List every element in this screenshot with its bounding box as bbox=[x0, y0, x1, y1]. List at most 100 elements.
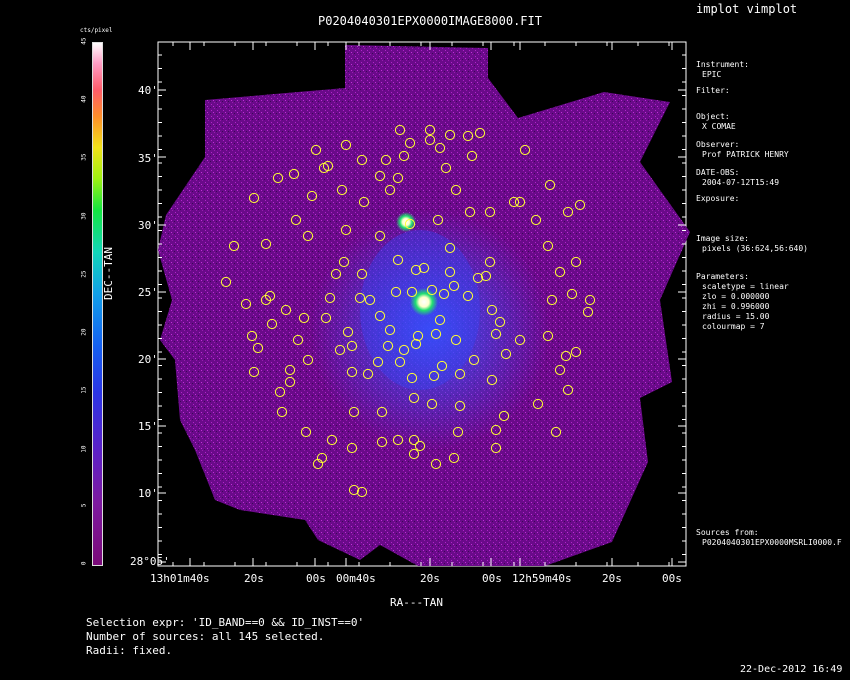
source-circle[interactable] bbox=[448, 280, 460, 292]
source-circle[interactable] bbox=[392, 434, 404, 446]
source-circle[interactable] bbox=[320, 312, 332, 324]
source-circle[interactable] bbox=[424, 134, 436, 146]
source-circle[interactable] bbox=[240, 298, 252, 310]
source-circle[interactable] bbox=[266, 318, 278, 330]
source-circle[interactable] bbox=[398, 150, 410, 162]
source-circle[interactable] bbox=[394, 124, 406, 136]
source-circle[interactable] bbox=[404, 218, 416, 230]
source-circle[interactable] bbox=[484, 206, 496, 218]
source-circle[interactable] bbox=[248, 366, 260, 378]
source-circle[interactable] bbox=[358, 196, 370, 208]
source-circle[interactable] bbox=[562, 206, 574, 218]
source-circle[interactable] bbox=[480, 270, 492, 282]
source-circle[interactable] bbox=[519, 144, 531, 156]
source-circle[interactable] bbox=[454, 400, 466, 412]
source-circle[interactable] bbox=[384, 184, 396, 196]
source-circle[interactable] bbox=[408, 392, 420, 404]
source-circle[interactable] bbox=[372, 356, 384, 368]
source-circle[interactable] bbox=[554, 364, 566, 376]
source-circle[interactable] bbox=[542, 330, 554, 342]
source-circle[interactable] bbox=[574, 199, 586, 211]
source-circle[interactable] bbox=[410, 264, 422, 276]
source-circle[interactable] bbox=[560, 350, 572, 362]
source-circle[interactable] bbox=[220, 276, 232, 288]
source-circle[interactable] bbox=[312, 458, 324, 470]
source-circle[interactable] bbox=[474, 127, 486, 139]
source-circle[interactable] bbox=[284, 376, 296, 388]
source-circle[interactable] bbox=[338, 256, 350, 268]
source-circle[interactable] bbox=[484, 256, 496, 268]
source-circle[interactable] bbox=[356, 486, 368, 498]
source-circle[interactable] bbox=[290, 214, 302, 226]
source-circle[interactable] bbox=[444, 129, 456, 141]
source-circle[interactable] bbox=[514, 334, 526, 346]
source-circle[interactable] bbox=[550, 426, 562, 438]
source-circle[interactable] bbox=[376, 436, 388, 448]
source-circle[interactable] bbox=[570, 346, 582, 358]
source-circle[interactable] bbox=[412, 330, 424, 342]
source-circle[interactable] bbox=[394, 356, 406, 368]
source-circle[interactable] bbox=[374, 170, 386, 182]
source-circle[interactable] bbox=[336, 184, 348, 196]
source-circle[interactable] bbox=[322, 160, 334, 172]
source-circle[interactable] bbox=[398, 344, 410, 356]
source-circle[interactable] bbox=[292, 334, 304, 346]
source-circle[interactable] bbox=[346, 340, 358, 352]
source-circle[interactable] bbox=[486, 374, 498, 386]
source-circle[interactable] bbox=[384, 324, 396, 336]
source-circle[interactable] bbox=[376, 406, 388, 418]
source-circle[interactable] bbox=[434, 314, 446, 326]
source-circle[interactable] bbox=[490, 424, 502, 436]
source-circle[interactable] bbox=[430, 328, 442, 340]
source-circle[interactable] bbox=[374, 310, 386, 322]
source-circle[interactable] bbox=[404, 137, 416, 149]
source-circle[interactable] bbox=[410, 338, 422, 350]
source-circle[interactable] bbox=[380, 154, 392, 166]
source-circle[interactable] bbox=[248, 192, 260, 204]
source-circle[interactable] bbox=[468, 354, 480, 366]
source-circle[interactable] bbox=[276, 406, 288, 418]
source-circle[interactable] bbox=[438, 288, 450, 300]
source-circle[interactable] bbox=[490, 328, 502, 340]
source-circle[interactable] bbox=[452, 426, 464, 438]
source-circle[interactable] bbox=[542, 240, 554, 252]
source-circle[interactable] bbox=[406, 372, 418, 384]
source-circle[interactable] bbox=[486, 304, 498, 316]
source-circle[interactable] bbox=[554, 266, 566, 278]
source-circle[interactable] bbox=[408, 448, 420, 460]
source-circle[interactable] bbox=[306, 190, 318, 202]
source-circle[interactable] bbox=[340, 224, 352, 236]
source-circle[interactable] bbox=[532, 398, 544, 410]
source-circle[interactable] bbox=[356, 154, 368, 166]
source-circle[interactable] bbox=[298, 312, 310, 324]
source-circle[interactable] bbox=[356, 268, 368, 280]
source-circle[interactable] bbox=[392, 254, 404, 266]
source-circle[interactable] bbox=[354, 292, 366, 304]
source-circle[interactable] bbox=[348, 406, 360, 418]
source-circle[interactable] bbox=[246, 330, 258, 342]
source-circle[interactable] bbox=[390, 286, 402, 298]
source-circle[interactable] bbox=[228, 240, 240, 252]
source-circle[interactable] bbox=[472, 272, 484, 284]
source-circle[interactable] bbox=[414, 440, 426, 452]
source-circle[interactable] bbox=[300, 426, 312, 438]
source-circle[interactable] bbox=[426, 398, 438, 410]
source-circle[interactable] bbox=[498, 410, 510, 422]
source-circle[interactable] bbox=[382, 340, 394, 352]
source-circle[interactable] bbox=[500, 348, 512, 360]
source-circle[interactable] bbox=[562, 384, 574, 396]
source-circle[interactable] bbox=[288, 168, 300, 180]
source-circle[interactable] bbox=[326, 434, 338, 446]
source-circle[interactable] bbox=[340, 139, 352, 151]
source-circle[interactable] bbox=[324, 292, 336, 304]
source-circle[interactable] bbox=[424, 124, 436, 136]
source-circle[interactable] bbox=[302, 230, 314, 242]
source-circle[interactable] bbox=[428, 370, 440, 382]
source-circle[interactable] bbox=[566, 288, 578, 300]
source-circle[interactable] bbox=[440, 162, 452, 174]
source-circle[interactable] bbox=[406, 286, 418, 298]
source-circle[interactable] bbox=[444, 266, 456, 278]
source-circle[interactable] bbox=[514, 196, 526, 208]
source-circle[interactable] bbox=[430, 458, 442, 470]
